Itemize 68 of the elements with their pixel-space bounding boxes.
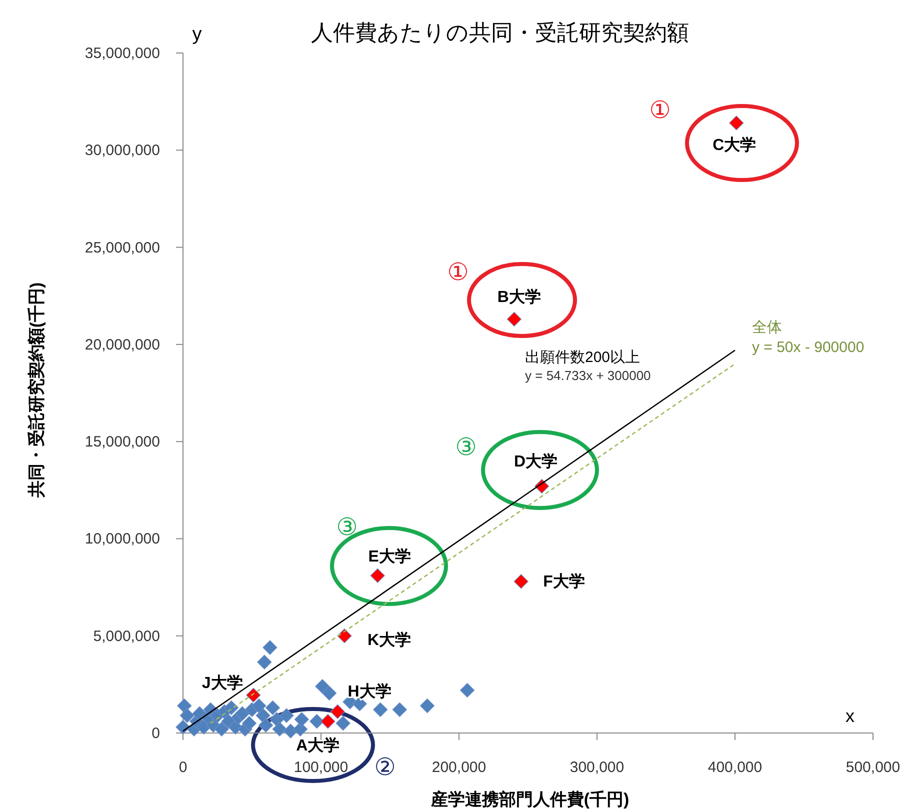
text: ② [374,754,396,781]
annotation: ① [649,97,671,124]
point [322,686,337,700]
y-tick-label: 5,000,000 [93,628,160,645]
point [283,724,298,738]
annotation: ③ [336,514,358,541]
annotation: y = 50x - 900000 [752,339,864,356]
point [224,700,239,716]
point [330,704,345,719]
x-tick-label: 200,000 [432,759,486,776]
annotation: F大学 [543,572,585,590]
point [279,708,294,723]
x-tick-label: 400,000 [708,759,762,776]
x-tick-label: 300,000 [570,759,624,776]
point [506,312,522,326]
point [514,574,528,589]
y-tick-label: 15,000,000 [84,434,160,451]
x-tick-label: 100,000 [294,759,348,776]
point [177,698,192,714]
point [460,682,475,698]
point [180,708,194,723]
point [257,654,272,670]
x-tick-label: 500,000 [846,759,900,776]
annotation: D大学 [514,452,558,470]
point [214,722,229,736]
point [420,698,435,714]
point [252,698,266,714]
point [262,640,278,655]
point [235,706,250,721]
point [392,702,407,717]
annotation: E大学 [368,548,411,566]
chart-title: 人件費あたりの共同・受託研究契約額 [311,20,689,45]
y-tick-label: 0 [152,725,160,742]
point [373,702,388,717]
point [320,714,336,729]
annotation: ① [447,259,469,286]
annotation: J大学 [202,674,243,692]
annotation: A大学 [296,736,340,754]
annotation: y = 54.733x + 300000 [525,368,651,383]
y-tick-label: 25,000,000 [84,239,160,256]
y-axis-title: 共同・受託研究契約額(千円) [27,282,46,499]
point [310,714,324,729]
point [242,716,257,731]
point [370,568,385,583]
x-axis-title: 産学連携部門人件費(千円) [430,790,630,809]
point [265,700,280,716]
text: y [192,24,202,45]
annotation: B大学 [497,288,541,306]
point [246,688,261,702]
annotation: 出願件数200以上 [525,349,640,366]
y-tick-label: 10,000,000 [84,530,160,548]
point [272,722,287,736]
point [337,628,352,644]
x-tick-label: 0 [178,759,188,776]
point [729,116,744,130]
y-tick-label: 20,000,000 [84,336,160,354]
y-tick-label: 35,000,000 [84,45,160,62]
annotation: x [846,706,854,726]
annotation: C大学 [712,136,756,154]
annotation: K大学 [367,630,412,649]
annotation: 全体 [752,319,782,336]
annotation: H大学 [348,682,392,701]
point [294,712,309,727]
point [258,718,274,733]
point [336,716,350,731]
point [256,708,270,723]
y-tick-label: 30,000,000 [84,142,160,160]
annotation: ③ [455,434,477,461]
